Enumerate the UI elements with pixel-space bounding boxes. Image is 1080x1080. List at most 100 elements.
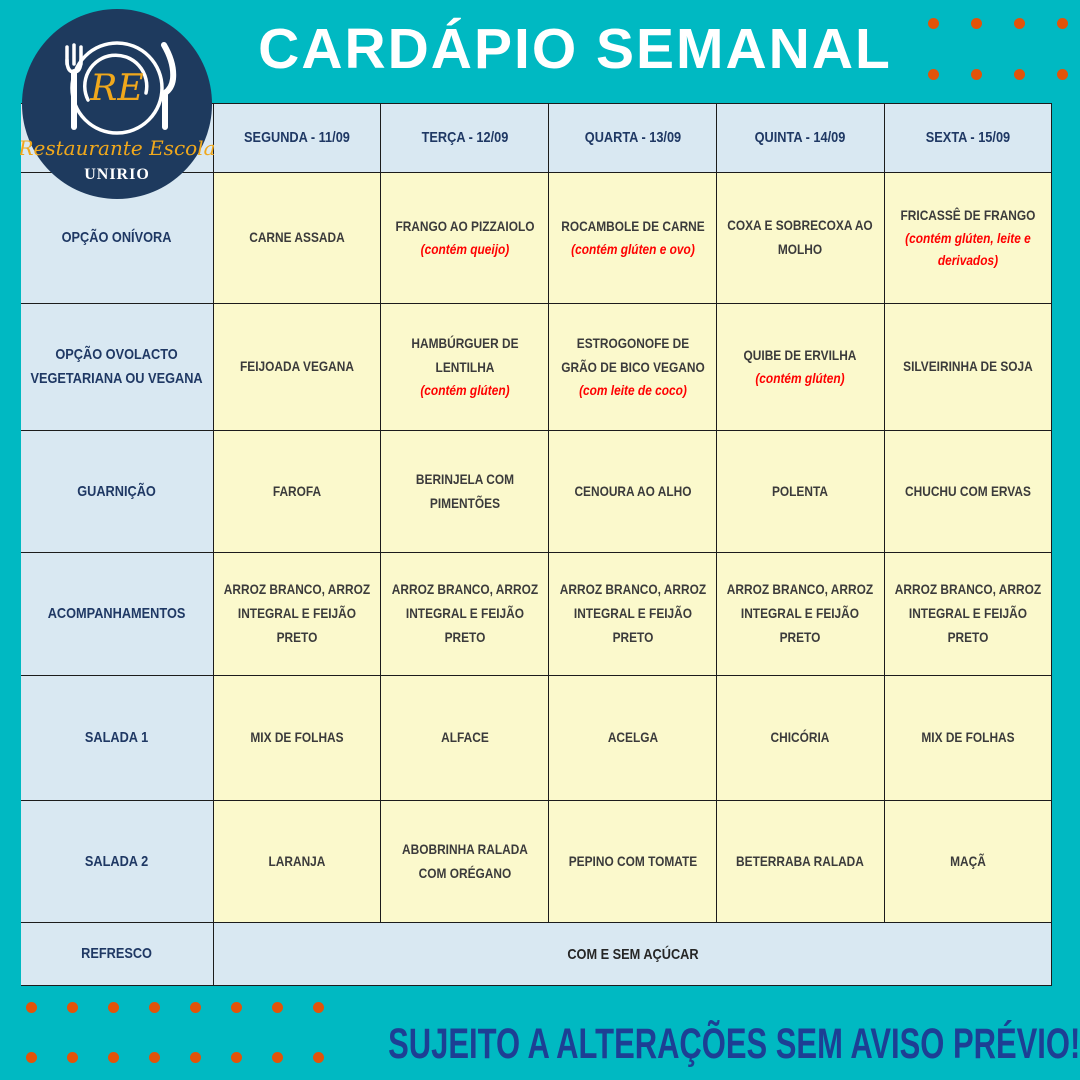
orange-dot-icon [971,69,982,80]
row-label-text: REFRESCO [81,945,153,962]
menu-item-text: ARROZ BRANCO, ARROZ INTEGRAL E FEIJÃO PR… [727,581,874,645]
restaurant-logo: RE Restaurante Escola UNIRIO [17,5,216,199]
row-label-text: GUARNIÇÃO [77,482,157,500]
menu-cell: CARNE ASSADA [212,172,382,304]
menu-item-text: MAÇÃ [950,852,986,869]
menu-cell-content: BETERRABA RALADA [725,850,876,874]
orange-dot-icon [1014,18,1025,29]
menu-item-text: HAMBÚRGUER DE LENTILHA [411,335,519,376]
orange-dot-icon [149,1052,160,1063]
orange-dot-icon [67,1052,78,1063]
menu-item-text: FRICASSÊ DE FRANGO [900,207,1036,224]
menu-item-text: ESTROGONOFE DE GRÃO DE BICO VEGANO [560,335,705,376]
footer-note: SUJEITO A ALTERAÇÕES SEM AVISO PRÉVIO! [387,1020,1080,1068]
menu-cell-content: CHUCHU COM ERVAS [892,480,1043,504]
menu-cell-content: ARROZ BRANCO, ARROZ INTEGRAL E FEIJÃO PR… [221,578,372,649]
menu-cell-content: FAROFA [221,480,372,504]
menu-cell: BERINJELA COM PIMENTÕES [380,430,550,553]
menu-cell: ROCAMBOLE DE CARNE (contém glúten e ovo) [548,172,717,304]
menu-cell-content: MIX DE FOLHAS [221,726,372,750]
menu-cell: FRICASSÊ DE FRANGO (contém glúten, leite … [883,172,1053,304]
orange-dot-icon [928,69,939,80]
row-label-text: OPÇÃO OVOLACTO VEGETARIANA OU VEGANA [30,346,203,387]
menu-cell: ARROZ BRANCO, ARROZ INTEGRAL E FEIJÃO PR… [548,552,717,676]
menu-item-text: ABOBRINHA RALADA COM ORÉGANO [401,840,528,881]
orange-dot-icon [26,1002,37,1013]
menu-cell: FRANGO AO PIZZAIOLO (contém queijo) [380,172,550,304]
menu-item-text: PEPINO COM TOMATE [568,852,697,869]
menu-cell: SILVEIRINHA DE SOJA [883,303,1053,431]
day-header: QUINTA - 14/09 [715,103,885,173]
menu-cell: ACELGA [548,675,717,801]
menu-cell-content: MAÇÃ [892,850,1043,874]
day-header-label: QUARTA - 13/09 [584,129,681,146]
menu-cell: BETERRABA RALADA [715,800,885,923]
menu-row: SALADA 2 LARANJA ABOBRINHA RALADA COM ORÉG… [21,800,1053,923]
menu-row: GUARNIÇÃO FAROFA BERINJELA COM PIMENTÕES CE… [21,430,1053,553]
dot-grid-top-right [928,18,1068,80]
orange-dot-icon [108,1002,119,1013]
orange-dot-icon [231,1002,242,1013]
menu-cell: MAÇÃ [883,800,1053,923]
menu-item-text: ARROZ BRANCO, ARROZ INTEGRAL E FEIJÃO PR… [894,581,1042,645]
orange-dot-icon [272,1002,283,1013]
menu-cell: ARROZ BRANCO, ARROZ INTEGRAL E FEIJÃO PR… [715,552,885,676]
menu-cell: ARROZ BRANCO, ARROZ INTEGRAL E FEIJÃO PR… [380,552,550,676]
menu-item-text: LARANJA [268,852,326,869]
orange-dot-icon [313,1052,324,1063]
row-label: GUARNIÇÃO [21,430,214,553]
orange-dot-icon [313,1002,324,1013]
day-header-label: SEXTA - 15/09 [925,129,1011,146]
logo-name: Restaurante Escola [20,136,214,160]
dot-grid-bottom-left [26,1002,324,1063]
orange-dot-icon [190,1002,201,1013]
menu-cell-content: MIX DE FOLHAS [892,726,1043,750]
menu-cell: PEPINO COM TOMATE [548,800,717,923]
menu-item-text: ACELGA [607,729,658,746]
orange-dot-icon [1057,69,1068,80]
orange-dot-icon [108,1052,119,1063]
menu-item-text: SILVEIRINHA DE SOJA [903,358,1033,375]
logo-institution: UNIRIO [84,166,150,183]
menu-cell: MIX DE FOLHAS [212,675,382,801]
menu-cell: HAMBÚRGUER DE LENTILHA (contém glúten) [380,303,550,431]
menu-row: ACOMPANHAMENTOS ARROZ BRANCO, ARROZ INTEG… [21,552,1053,676]
menu-cell-content: ROCAMBOLE DE CARNE (contém glúten e ovo) [557,215,708,260]
menu-cell: FEIJOADA VEGANA [212,303,382,431]
orange-dot-icon [971,18,982,29]
menu-cell-content: ARROZ BRANCO, ARROZ INTEGRAL E FEIJÃO PR… [557,578,708,649]
menu-cell: POLENTA [715,430,885,553]
merged-menu-cell: COM E SEM AÇÚCAR [212,922,1053,986]
menu-cell-content: FRANGO AO PIZZAIOLO (contém queijo) [389,215,540,260]
menu-cell: ESTROGONOFE DE GRÃO DE BICO VEGANO (com l… [548,303,717,431]
orange-dot-icon [1057,18,1068,29]
page-title: CARDÁPIO SEMANAL [258,17,892,81]
menu-item-text: CARNE ASSADA [249,229,345,246]
row-label-text: OPÇÃO ONÍVORA [61,229,172,246]
menu-cell: QUIBE DE ERVILHA (contém glúten) [715,303,885,431]
table-body: OPÇÃO ONÍVORA CARNE ASSADA FRANGO AO PIZZA… [21,172,1053,986]
menu-cell: CENOURA AO ALHO [548,430,717,553]
row-label: SALADA 1 [21,675,214,801]
menu-cell-content: ARROZ BRANCO, ARROZ INTEGRAL E FEIJÃO PR… [389,578,540,649]
menu-item-text: ROCAMBOLE DE CARNE [560,218,705,235]
menu-item-text: COM E SEM AÇÚCAR [566,945,699,963]
allergen-note: (contém glúten) [755,370,845,387]
menu-item-text: FEIJOADA VEGANA [239,358,354,375]
menu-cell-content: PEPINO COM TOMATE [557,850,708,874]
menu-row: OPÇÃO ONÍVORA CARNE ASSADA FRANGO AO PIZZA… [21,172,1053,304]
menu-cell-content: HAMBÚRGUER DE LENTILHA (contém glúten) [389,332,540,401]
row-label-text: ACOMPANHAMENTOS [47,605,186,622]
weekly-menu-table: SEGUNDA - 11/09 TERÇA - 12/09 QUARTA - 13/… [21,103,1053,986]
row-label: OPÇÃO ONÍVORA [21,172,214,304]
menu-cell: CHICÓRIA [715,675,885,801]
orange-dot-icon [190,1052,201,1063]
allergen-note: (com leite de coco) [578,381,687,398]
orange-dot-icon [67,1002,78,1013]
menu-item-text: COXA E SOBRECOXA AO MOLHO [727,217,874,257]
allergen-note: (contém queijo) [420,241,509,258]
menu-cell: ARROZ BRANCO, ARROZ INTEGRAL E FEIJÃO PR… [883,552,1053,676]
orange-dot-icon [272,1052,283,1063]
orange-dot-icon [1014,69,1025,80]
